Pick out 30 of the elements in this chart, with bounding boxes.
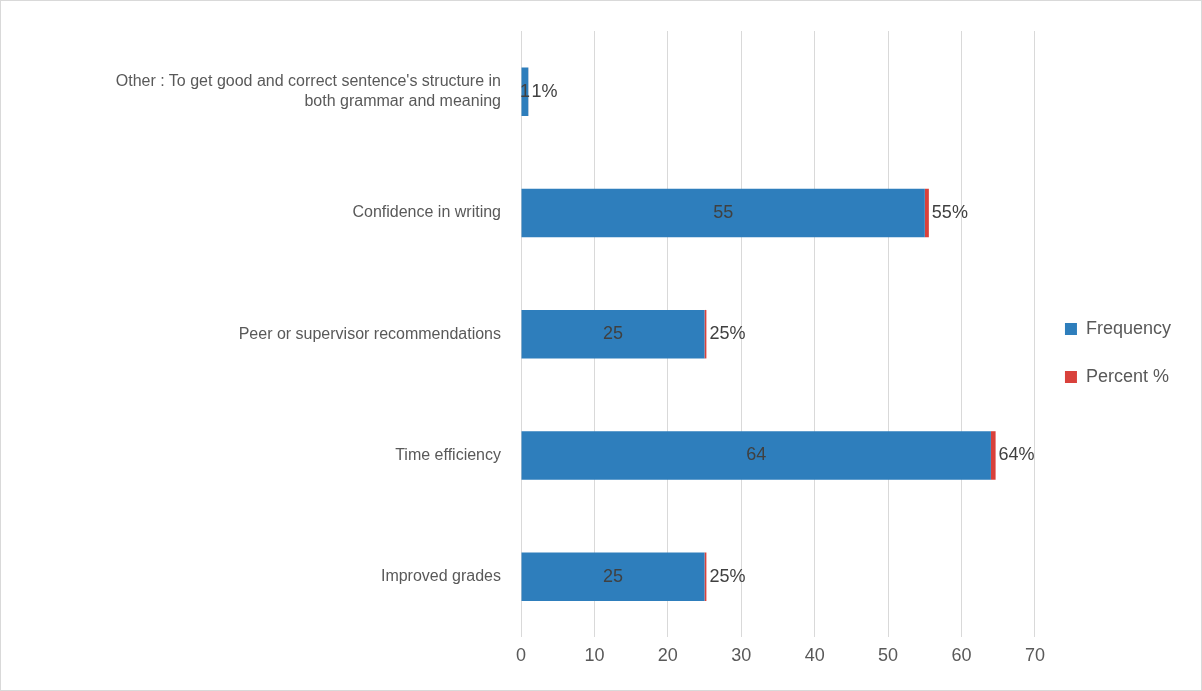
y-tick-label: Improved grades <box>380 567 501 585</box>
data-label: 55% <box>931 201 968 222</box>
x-tick-label: 60 <box>951 645 972 666</box>
data-label: 64% <box>998 444 1035 465</box>
data-label: 1% <box>531 80 558 101</box>
y-tick-label: Other : To get good and correct sentence's structure in both grammar and meaning <box>115 72 501 109</box>
legend-label: Frequency <box>1085 317 1171 338</box>
x-tick-label: 40 <box>804 645 825 666</box>
y-tick-label: Confidence in writing <box>352 203 501 221</box>
data-label: 25% <box>709 323 746 344</box>
data-label: 64 <box>746 444 767 465</box>
bar <box>990 431 996 480</box>
data-label: 25% <box>709 565 746 586</box>
legend-label: Percent % <box>1085 365 1169 386</box>
bar <box>521 431 991 480</box>
y-tick-label: Time efficiency <box>395 445 501 463</box>
bar <box>521 552 705 602</box>
x-tick-label: 30 <box>731 645 752 666</box>
data-label: 55 <box>713 201 734 222</box>
bar <box>521 188 925 238</box>
data-label: 25 <box>603 323 624 344</box>
x-tick-label: 20 <box>657 645 678 666</box>
x-tick-label: 70 <box>1024 645 1045 666</box>
data-label: 25 <box>603 565 624 586</box>
x-tick-label: 10 <box>584 645 605 666</box>
x-tick-label: 0 <box>515 645 527 666</box>
x-tick-label: 50 <box>878 645 899 666</box>
bar <box>924 188 929 238</box>
y-tick-label: Peer or supervisor recommendations <box>238 324 501 342</box>
bar <box>521 309 705 359</box>
